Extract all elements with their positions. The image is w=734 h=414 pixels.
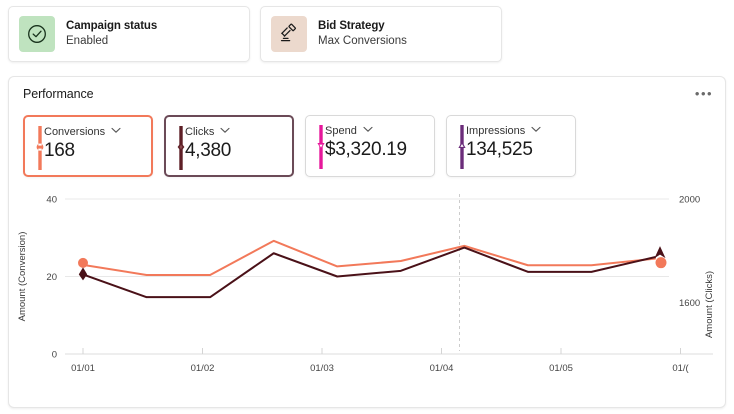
metric-value: 4,380 xyxy=(185,140,232,161)
metric-tiles: Conversions 168 Clicks xyxy=(9,111,725,177)
performance-header: Performance ••• xyxy=(9,77,725,111)
metric-label: Conversions xyxy=(44,125,106,138)
x-axis-tick-label: 01/02 xyxy=(191,363,215,374)
y2-axis-tick-label: 1600 xyxy=(679,298,700,309)
campaign-status-title: Campaign status xyxy=(66,20,158,32)
y2-axis-title: Amount (Clicks) xyxy=(704,271,715,338)
metric-label: Spend xyxy=(325,124,357,137)
ellipsis-icon[interactable]: ••• xyxy=(694,86,714,101)
conversions-marker-icon xyxy=(36,126,44,170)
y2-axis-tick-label: 2000 xyxy=(679,195,700,206)
metric-value: $3,320.19 xyxy=(325,139,407,160)
y-axis-tick-label: 0 xyxy=(52,350,57,361)
metric-label: Impressions xyxy=(466,124,526,137)
page-title: Performance xyxy=(23,87,94,101)
campaign-status-text: Campaign status Enabled xyxy=(66,19,157,49)
conversions-tile-header: Conversions xyxy=(34,124,142,139)
spend-marker-icon xyxy=(317,125,325,169)
clicks-tile-header: Clicks xyxy=(175,124,283,139)
check-circle-icon xyxy=(19,16,55,52)
metric-value: 168 xyxy=(44,140,75,161)
metric-tile-conversions[interactable]: Conversions 168 xyxy=(23,115,153,177)
x-axis-tick-label: 01/05 xyxy=(549,363,573,374)
impressions-tile-header: Impressions xyxy=(456,123,566,138)
campaign-status-value: Enabled xyxy=(66,35,109,47)
chevron-down-icon[interactable] xyxy=(111,127,121,136)
metric-value: 134,525 xyxy=(466,139,533,160)
bid-strategy-title: Bid Strategy xyxy=(318,20,385,32)
y-axis-tick-label: 40 xyxy=(46,195,57,206)
bid-strategy-card[interactable]: Bid Strategy Max Conversions xyxy=(260,6,502,62)
performance-chart: 0 20 40 1600 2000 01/01 01/02 01/03 01/04 01/05 01… xyxy=(9,189,725,407)
x-axis-tick-label: 01/01 xyxy=(71,363,95,374)
performance-chart-svg[interactable]: 0 20 40 1600 2000 01/01 01/02 01/03 01/04 01/05 01… xyxy=(9,189,725,407)
chevron-down-icon[interactable] xyxy=(363,126,373,135)
metric-tile-impressions[interactable]: Impressions 134,525 xyxy=(446,115,576,177)
x-axis-tick-label: 01/04 xyxy=(430,363,454,374)
impressions-marker-icon xyxy=(458,125,466,169)
series-marker-conversions xyxy=(655,257,667,269)
series-marker-conversions xyxy=(78,257,88,268)
series-marker-clicks xyxy=(654,246,666,259)
summary-cards: Campaign status Enabled Bid xyxy=(0,0,734,62)
metric-label: Clicks xyxy=(185,125,215,138)
chevron-down-icon[interactable] xyxy=(220,127,230,136)
performance-panel: Performance ••• Conversions xyxy=(8,76,726,408)
metric-tile-spend[interactable]: Spend $3,320.19 xyxy=(305,115,435,177)
series-marker-clicks xyxy=(78,267,88,281)
clicks-marker-icon xyxy=(177,126,185,170)
campaign-status-card[interactable]: Campaign status Enabled xyxy=(8,6,250,62)
series-line-conversions[interactable] xyxy=(82,239,656,276)
series-line-clicks[interactable] xyxy=(82,246,656,299)
bid-strategy-value: Max Conversions xyxy=(318,35,407,47)
metric-tile-clicks[interactable]: Clicks 4,380 xyxy=(164,115,294,177)
y-axis-title: Amount (Conversion) xyxy=(17,232,28,322)
spend-tile-header: Spend xyxy=(315,123,425,138)
x-axis-tick-label: 01/03 xyxy=(310,363,334,374)
y-axis-tick-label: 20 xyxy=(46,272,57,283)
chevron-down-icon[interactable] xyxy=(531,126,541,135)
bid-strategy-text: Bid Strategy Max Conversions xyxy=(318,19,407,49)
x-axis-tick-label: 01/( xyxy=(672,363,689,374)
gavel-icon xyxy=(271,16,307,52)
